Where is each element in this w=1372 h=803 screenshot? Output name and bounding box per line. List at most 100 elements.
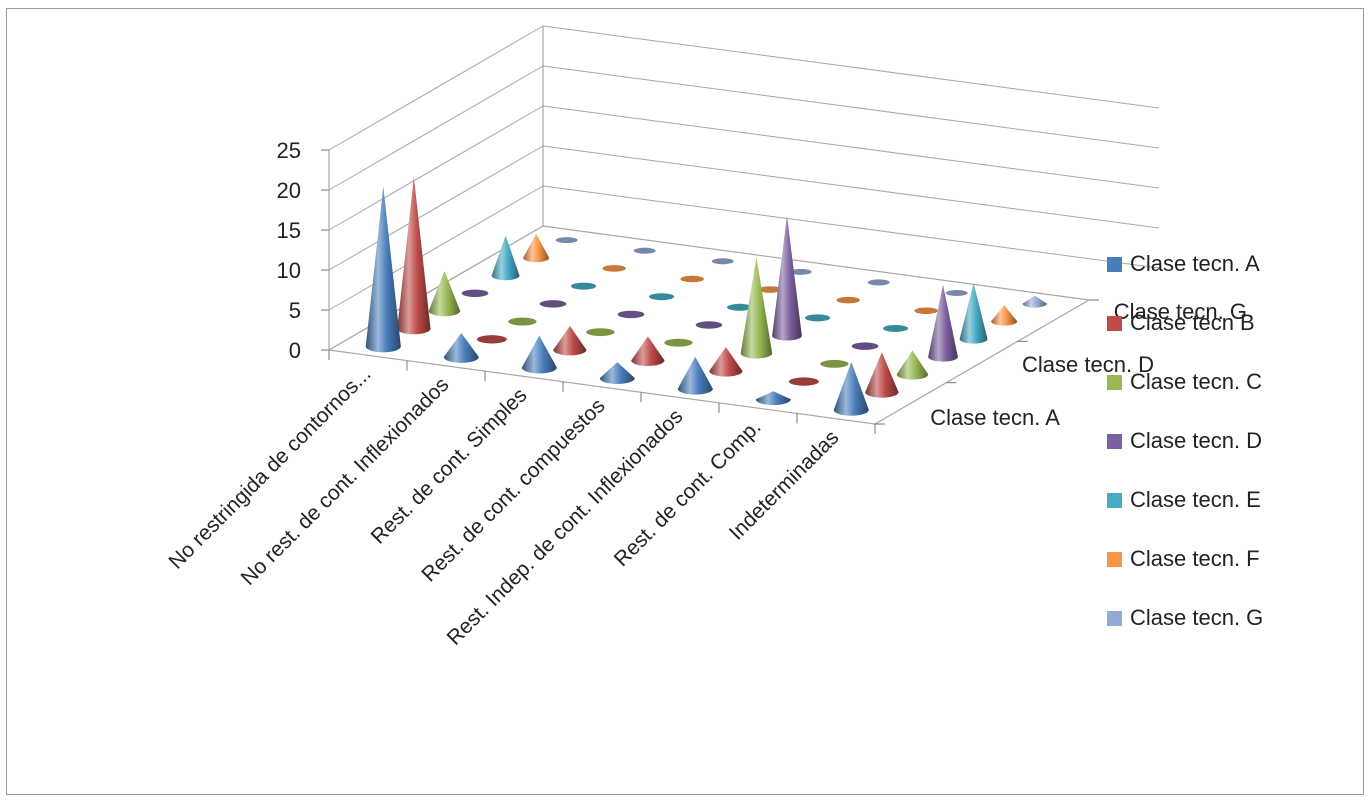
- legend-item: Clase tecn. A: [1107, 249, 1260, 279]
- gridline-back-wall: [542, 25, 1160, 109]
- cone-4-4: [695, 321, 723, 329]
- cone-1-1: [365, 186, 401, 353]
- cone-1-2: [443, 333, 479, 363]
- cone-6-5: [836, 296, 860, 304]
- chart-frame: 0 5 10 15 20 25 No restringida de contornos..…: [6, 8, 1364, 795]
- legend-label: Clase tecn. F: [1130, 546, 1260, 571]
- cone-4-5: [772, 215, 802, 341]
- depth-label: Clase tecn. G: [1114, 299, 1247, 324]
- cone-6-7: [991, 305, 1018, 326]
- chart-walls: [328, 25, 1160, 434]
- legend-item: Clase tecn. F: [1107, 544, 1260, 574]
- cone-3-7: [896, 350, 929, 380]
- cone-5-2: [571, 282, 597, 290]
- cone-marks: [365, 176, 1047, 416]
- category-label: Rest. de cont. Comp.: [610, 415, 766, 571]
- y-tick-label: 5: [289, 298, 301, 323]
- gridline-back-wall: [542, 105, 1160, 189]
- depth-label: Clase tecn. D: [1022, 352, 1154, 377]
- cone-1-5: [677, 356, 713, 395]
- cone-2-5: [709, 347, 743, 377]
- legend-item: Clase tecn. C: [1107, 367, 1262, 397]
- cone-2-4: [631, 336, 665, 366]
- legend-label: Clase tecn. D: [1130, 428, 1263, 453]
- legend-swatch: [1107, 256, 1122, 272]
- legend-label: Clase tecn. A: [1130, 251, 1260, 276]
- cone-7-2: [633, 247, 656, 254]
- cone-6-2: [602, 265, 626, 272]
- gridline-left-wall: [328, 65, 544, 191]
- legend-item: Clase tecn. G: [1107, 603, 1263, 633]
- cone-4-6: [851, 342, 879, 350]
- cone-7-6: [945, 289, 968, 297]
- cone-6-1: [523, 233, 550, 263]
- legend-swatch: [1107, 610, 1122, 626]
- cone-2-2: [476, 335, 507, 344]
- gridline-left-wall: [328, 25, 544, 151]
- cone-6-4: [758, 286, 782, 293]
- legend-item: Clase tecn. E: [1107, 485, 1261, 515]
- cone-7-7: [1022, 295, 1047, 308]
- gridline-back-wall: [542, 185, 1160, 269]
- gridline-back-wall: [542, 145, 1160, 229]
- cone-5-7: [959, 283, 988, 344]
- category-label: Rest. de cont. compuestos: [417, 394, 609, 586]
- cone-5-4: [727, 303, 753, 311]
- y-axis-ticks: 0 5 10 15 20 25: [277, 138, 329, 363]
- legend-label: Clase tecn B: [1130, 310, 1255, 335]
- gridline-back-wall: [542, 65, 1160, 149]
- y-tick-label: 15: [277, 218, 301, 243]
- cone-5-5: [805, 314, 831, 322]
- legend-label: Clase tecn. E: [1130, 487, 1261, 512]
- cone-5-3: [649, 293, 675, 301]
- cone-2-1: [397, 176, 431, 335]
- floor-right-edge: [874, 299, 1090, 425]
- cone-4-2: [539, 300, 567, 308]
- cone-4-7: [928, 284, 958, 362]
- legend-item: Clase tecn. D: [1107, 426, 1262, 456]
- legend-swatch: [1107, 374, 1122, 390]
- cone-2-3: [553, 325, 587, 356]
- cone-4-3: [617, 310, 645, 319]
- legend-label: Clase tecn. G: [1130, 605, 1264, 630]
- cone-1-3: [521, 335, 557, 374]
- y-tick-label: 20: [277, 178, 301, 203]
- gridline-left-wall: [328, 225, 544, 351]
- gridline-left-wall: [328, 105, 544, 231]
- y-tick-label: 10: [277, 258, 301, 283]
- gridline-left-wall: [328, 185, 544, 311]
- cone-2-7: [865, 352, 899, 398]
- depth-labels: Clase tecn. A Clase tecn. D Clase tecn. G: [930, 299, 1247, 430]
- cone-7-1: [555, 237, 578, 244]
- cone-5-1: [491, 235, 520, 281]
- cone-7-3: [711, 258, 734, 265]
- floor-back-edge: [542, 225, 1090, 301]
- cone-4-1: [461, 289, 489, 297]
- cone-3-4: [664, 338, 693, 347]
- cone-7-4: [789, 268, 812, 275]
- category-label: Rest. de cont. Simples: [367, 384, 532, 549]
- cone-3-5: [740, 257, 773, 359]
- legend-swatch: [1107, 492, 1122, 508]
- cone-7-5: [867, 279, 890, 286]
- legend-swatch: [1107, 315, 1122, 331]
- depth-label: Clase tecn. A: [930, 405, 1060, 430]
- cone-3-6: [820, 359, 849, 368]
- legend-label: Clase tecn. C: [1130, 369, 1263, 394]
- y-tick-label: 0: [289, 338, 301, 363]
- legend-swatch: [1107, 433, 1122, 449]
- floor-front-edge: [328, 349, 876, 425]
- cone-3-3: [586, 328, 615, 337]
- cone-3-2: [508, 317, 537, 326]
- gridline-left-wall: [328, 145, 544, 271]
- cone-1-7: [833, 361, 869, 416]
- cone-5-6: [883, 324, 909, 332]
- y-tick-label: 25: [277, 138, 301, 163]
- legend-swatch: [1107, 551, 1122, 567]
- cone-1-6: [755, 391, 791, 406]
- cone-3-1: [428, 271, 461, 317]
- legend-item: Clase tecn B: [1107, 308, 1255, 338]
- cone-6-6: [914, 307, 938, 314]
- cone-2-6: [788, 377, 819, 386]
